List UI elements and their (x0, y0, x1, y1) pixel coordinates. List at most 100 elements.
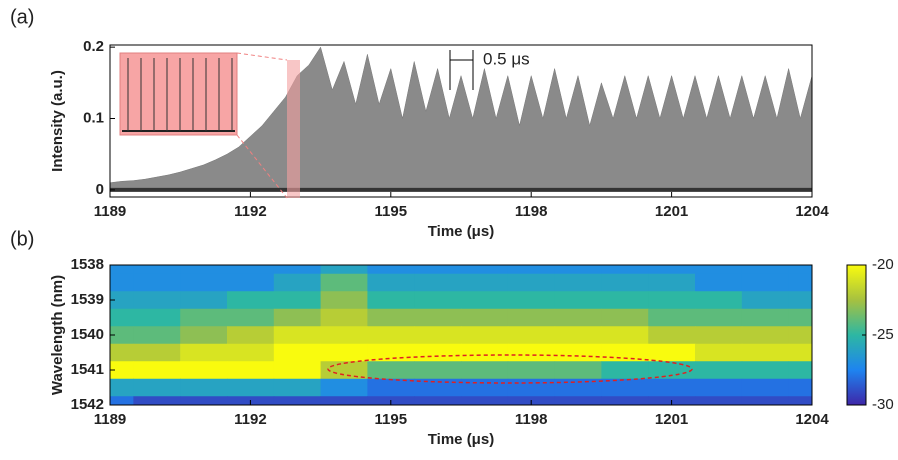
heat-cell (741, 343, 790, 362)
heat-cell (227, 273, 275, 292)
heat-cell (507, 343, 556, 362)
x-tick-label: 1195 (375, 203, 408, 220)
heat-cell (367, 326, 415, 345)
heat-cell (320, 308, 368, 327)
heat-cell (227, 326, 275, 345)
annotation: 0.5 μs (483, 49, 530, 68)
intensity-area (109, 46, 813, 191)
heat-cell (110, 361, 134, 380)
x-tick-label: 1204 (795, 411, 829, 428)
heat-cell (180, 378, 228, 397)
y-axis-label: Intensity (a.u.) (49, 70, 66, 172)
heat-cell (367, 378, 415, 397)
heat-cell (554, 273, 602, 292)
heat-cell (695, 291, 743, 310)
heat-cell (507, 326, 556, 345)
colorbar-tick-label: -30 (872, 396, 894, 413)
heat-cell (788, 396, 812, 405)
heat-cell (227, 361, 275, 380)
heat-cell (507, 308, 556, 327)
heat-cell (788, 326, 812, 345)
y-axis-label: Wavelength (nm) (49, 275, 66, 395)
heat-cell (554, 396, 602, 405)
heat-cell (741, 378, 790, 397)
heat-cell (648, 361, 696, 380)
heat-cell (367, 273, 415, 292)
heat-cell (788, 343, 812, 362)
heat-cell (695, 343, 743, 362)
x-axis-label: Time (μs) (428, 431, 494, 448)
x-tick-label: 1189 (94, 203, 127, 220)
heat-cell (180, 326, 228, 345)
heat-cell (133, 326, 181, 345)
heat-cell (741, 291, 790, 310)
heat-cell (601, 308, 649, 327)
heat-cell (648, 291, 696, 310)
heat-cell (741, 326, 790, 345)
heat-cell (110, 265, 134, 275)
heat-cell (648, 326, 696, 345)
colorbar-tick-label: -20 (872, 256, 894, 273)
heat-cell (461, 361, 509, 380)
heat-cell (507, 265, 556, 275)
x-tick-label: 1201 (655, 411, 688, 428)
heat-cell (414, 273, 462, 292)
x-tick-label: 1198 (515, 411, 548, 428)
highlight-ellipse (327, 354, 693, 384)
heat-cell (507, 378, 556, 397)
heat-cell (601, 361, 649, 380)
heat-cell (414, 361, 462, 380)
heat-cell (554, 291, 602, 310)
heat-cell (601, 378, 649, 397)
heat-cell (133, 265, 181, 275)
heat-cell (695, 265, 743, 275)
heat-cell (320, 273, 368, 292)
heat-cell (180, 396, 228, 405)
heat-cell (648, 308, 696, 327)
heat-cell (695, 326, 743, 345)
heat-cell (180, 361, 228, 380)
heat-cell (320, 291, 368, 310)
heat-cell (414, 396, 462, 405)
heat-cell (507, 273, 556, 292)
heat-cell (273, 396, 322, 405)
heat-cell (695, 308, 743, 327)
heat-cell (601, 273, 649, 292)
heat-cell (180, 343, 228, 362)
inset (119, 52, 300, 199)
heat-cell (180, 273, 228, 292)
y-tick-label: 1542 (71, 396, 104, 413)
heat-cell (788, 265, 812, 275)
heat-cell (110, 396, 134, 405)
heat-cell (320, 326, 368, 345)
heat-cell (367, 265, 415, 275)
heat-cell (367, 308, 415, 327)
heat-cell (788, 291, 812, 310)
heat-cell (461, 308, 509, 327)
heat-cell (741, 265, 790, 275)
heat-cell (273, 326, 322, 345)
heat-cell (320, 378, 368, 397)
heat-cell (788, 361, 812, 380)
heat-cell (414, 308, 462, 327)
panel-label: (a) (10, 6, 34, 28)
heat-cell (227, 265, 275, 275)
heat-cell (788, 273, 812, 292)
heat-cell (227, 308, 275, 327)
heat-cell (110, 273, 134, 292)
heat-cell (554, 265, 602, 275)
heatmap-cells (110, 265, 812, 405)
heat-cell (648, 343, 696, 362)
heat-cell (461, 343, 509, 362)
heat-cell (133, 273, 181, 292)
heat-cell (695, 361, 743, 380)
heat-cell (554, 308, 602, 327)
x-tick-label: 1198 (515, 203, 548, 220)
heat-cell (273, 291, 322, 310)
heat-cell (648, 265, 696, 275)
period-marker: 0.5 μs (449, 49, 530, 90)
x-tick-label: 1189 (94, 411, 127, 428)
heat-cell (461, 273, 509, 292)
heat-cell (554, 361, 602, 380)
